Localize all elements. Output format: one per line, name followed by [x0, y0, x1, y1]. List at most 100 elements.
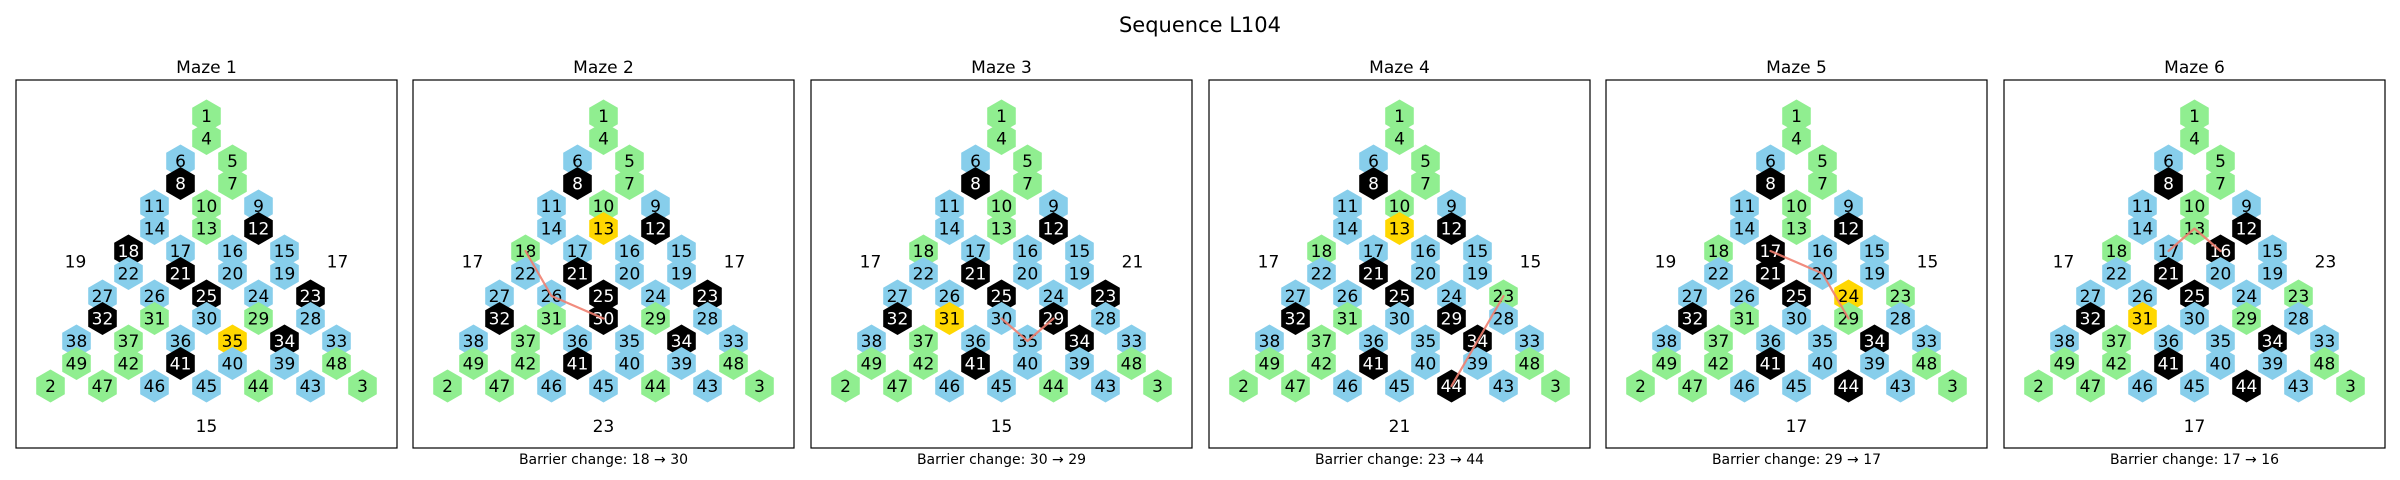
- left-side-label: 19: [1655, 252, 1677, 272]
- hex-number: 29: [645, 310, 667, 330]
- hex-cell-26: 26: [1333, 279, 1362, 313]
- hex-number: 7: [1022, 175, 1033, 195]
- hex-number: 28: [697, 310, 719, 330]
- hex-number: 44: [1838, 377, 1860, 397]
- hex-cell-47: 47: [1281, 369, 1310, 403]
- hex-shape: [1782, 302, 1811, 335]
- hex-number: 22: [1708, 265, 1730, 285]
- maze-title: Maze 5: [1766, 58, 1827, 78]
- hex-number: 39: [1467, 355, 1489, 375]
- hex-number: 13: [1786, 220, 1808, 240]
- hex-cell-44: 44: [1834, 369, 1863, 403]
- hex-number: 6: [572, 152, 583, 172]
- hex-number: 33: [1916, 332, 1938, 352]
- hex-number: 12: [1441, 220, 1463, 240]
- hex-cell-37: 37: [1307, 324, 1336, 358]
- hex-cell-46: 46: [1730, 369, 1759, 403]
- hex-number: 37: [118, 332, 140, 352]
- hex-number: 19: [1864, 265, 1886, 285]
- hex-number: 30: [1389, 310, 1411, 330]
- hex-cell-22: 22: [114, 257, 143, 290]
- hex-number: 21: [1363, 265, 1385, 285]
- hex-shape: [2258, 257, 2287, 290]
- left-side-label: 17: [1258, 252, 1280, 272]
- hex-number: 38: [66, 332, 88, 352]
- hex-number: 45: [2184, 377, 2206, 397]
- hex-number: 2: [442, 377, 453, 397]
- hex-number: 17: [170, 242, 192, 262]
- hex-shape: [1359, 144, 1388, 178]
- hex-number: 11: [1734, 197, 1756, 217]
- hex-cell-20: 20: [2206, 257, 2235, 290]
- hex-shape: [1515, 347, 1544, 380]
- hex-cell-47: 47: [485, 369, 514, 403]
- hex-number: 42: [1311, 355, 1333, 375]
- hex-cell-42: 42: [909, 347, 938, 380]
- hex-cell-34: 34: [2258, 324, 2287, 358]
- hex-number: 24: [1838, 287, 1860, 307]
- hex-number: 39: [274, 355, 296, 375]
- hex-cell-49: 49: [459, 347, 488, 380]
- figure-title: Sequence L104: [1119, 13, 1281, 37]
- hex-cell-7: 7: [1808, 167, 1837, 200]
- hex-cell-28: 28: [693, 302, 722, 335]
- hex-number: 13: [991, 220, 1013, 240]
- hex-cell-21: 21: [961, 257, 990, 290]
- hex-number: 36: [965, 332, 987, 352]
- hex-shape: [1255, 324, 1284, 358]
- hex-shape: [2206, 167, 2235, 200]
- hex-shape: [883, 279, 912, 313]
- hex-cell-2: 2: [1229, 369, 1258, 403]
- hex-number: 11: [2132, 197, 2154, 217]
- hex-cell-48: 48: [1912, 347, 1941, 380]
- hex-cell-19: 19: [1860, 257, 1889, 290]
- hex-number: 26: [1337, 287, 1359, 307]
- hex-cell-8: 8: [961, 167, 990, 200]
- hex-cell-33: 33: [2310, 324, 2339, 358]
- hex-number: 38: [1656, 332, 1678, 352]
- maze-title: Maze 3: [971, 58, 1032, 78]
- hex-number: 25: [1786, 287, 1808, 307]
- hex-shape: [935, 212, 964, 245]
- hex-shape: [615, 144, 644, 178]
- hex-number: 10: [593, 197, 615, 217]
- hex-number: 17: [965, 242, 987, 262]
- hex-number: 35: [222, 332, 244, 352]
- hex-shape: [909, 234, 938, 268]
- hex-shape: [2232, 279, 2261, 313]
- hex-cell-14: 14: [140, 212, 169, 245]
- hex-number: 22: [913, 265, 935, 285]
- hex-cell-13: 13: [192, 212, 221, 245]
- hex-shape: [1091, 279, 1120, 313]
- hex-cell-31: 31: [537, 302, 566, 335]
- hex-shape: [192, 99, 221, 133]
- hex-cell-26: 26: [140, 279, 169, 313]
- right-side-label: 23: [2315, 252, 2337, 272]
- hex-cell-36: 36: [1756, 324, 1785, 358]
- hex-number: 4: [2189, 130, 2200, 150]
- left-side-label: 17: [2053, 252, 2075, 272]
- hex-number: 48: [1519, 355, 1541, 375]
- hex-cell-19: 19: [1463, 257, 1492, 290]
- hex-shape: [2102, 324, 2131, 358]
- hex-cell-40: 40: [1013, 347, 1042, 380]
- hex-shape: [961, 234, 990, 268]
- hex-cell-8: 8: [563, 167, 592, 200]
- hex-number: 21: [1760, 265, 1782, 285]
- hex-number: 33: [1519, 332, 1541, 352]
- hex-cell-42: 42: [2102, 347, 2131, 380]
- hex-shape: [563, 144, 592, 178]
- hex-number: 24: [2236, 287, 2258, 307]
- hex-cell-43: 43: [296, 369, 325, 403]
- hex-number: 4: [1394, 130, 1405, 150]
- hex-number: 3: [1152, 377, 1163, 397]
- hex-number: 25: [2184, 287, 2206, 307]
- hex-cell-32: 32: [1678, 302, 1707, 335]
- barrier-change-caption: Barrier change: 18 → 30: [519, 452, 688, 468]
- hex-shape: [2232, 302, 2261, 335]
- hex-number: 46: [939, 377, 961, 397]
- hex-cell-39: 39: [667, 347, 696, 380]
- hex-cell-30: 30: [1385, 302, 1414, 335]
- maze-frame: [412, 79, 795, 449]
- hex-shape: [511, 347, 540, 380]
